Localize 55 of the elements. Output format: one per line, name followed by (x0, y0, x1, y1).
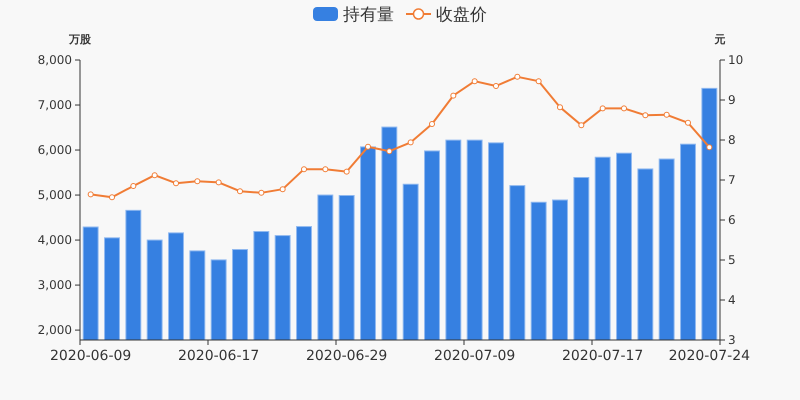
point (109, 194, 115, 200)
point (88, 191, 94, 198)
point (514, 74, 520, 80)
point (322, 166, 328, 172)
point (472, 78, 478, 84)
point (493, 83, 499, 89)
point (557, 104, 563, 110)
x-tick-label: 2020-06-17 (178, 348, 260, 364)
y-tick-label: 5,000 (38, 188, 72, 202)
point (578, 122, 584, 128)
point (130, 183, 136, 189)
point (450, 92, 456, 99)
y2-tick-label: 9 (728, 93, 736, 107)
point (600, 105, 606, 112)
legend-label: 收盘价 (436, 5, 487, 25)
point (237, 188, 243, 194)
point (258, 190, 264, 196)
x-tick-label: 2020-07-17 (562, 348, 644, 364)
point (642, 112, 648, 118)
point (152, 172, 158, 178)
y2-tick-label: 5 (728, 253, 736, 267)
y-tick-label: 7,000 (38, 98, 72, 112)
point (344, 168, 350, 175)
point (386, 148, 392, 154)
point (216, 179, 222, 186)
point (664, 112, 670, 118)
y-axis-title: 万股 (68, 33, 92, 46)
point (301, 166, 307, 172)
y2-tick-label: 8 (728, 133, 736, 147)
y-tick-label: 4,000 (38, 233, 72, 248)
y-tick-label: 2,000 (38, 323, 72, 338)
point (621, 105, 627, 112)
point (706, 144, 712, 150)
point (365, 144, 371, 150)
y2-tick-label: 4 (728, 293, 736, 307)
y-tick-label: 3,000 (38, 278, 72, 292)
point (173, 180, 179, 186)
point (408, 139, 414, 146)
point (685, 120, 691, 126)
y-tick-label: 8,000 (38, 53, 72, 67)
y-tick-label: 6,000 (38, 143, 72, 158)
x-tick-label: 2020-06-29 (306, 348, 388, 364)
y2-axis-title: 元 (714, 33, 726, 46)
point (280, 186, 286, 192)
point (536, 78, 542, 84)
y2-tick-label: 10 (728, 53, 744, 67)
x-tick-label: 2020-06-09 (50, 348, 132, 364)
y2-tick-label: 3 (728, 333, 736, 347)
legend-label: 持有量 (343, 5, 394, 25)
point (194, 178, 200, 184)
x-tick-label: 2020-07-09 (434, 348, 516, 364)
y2-tick-label: 6 (728, 213, 736, 227)
y2-tick-label: 7 (728, 173, 736, 187)
x-tick-label: 2020-07-24 (668, 348, 750, 364)
point (429, 121, 435, 127)
